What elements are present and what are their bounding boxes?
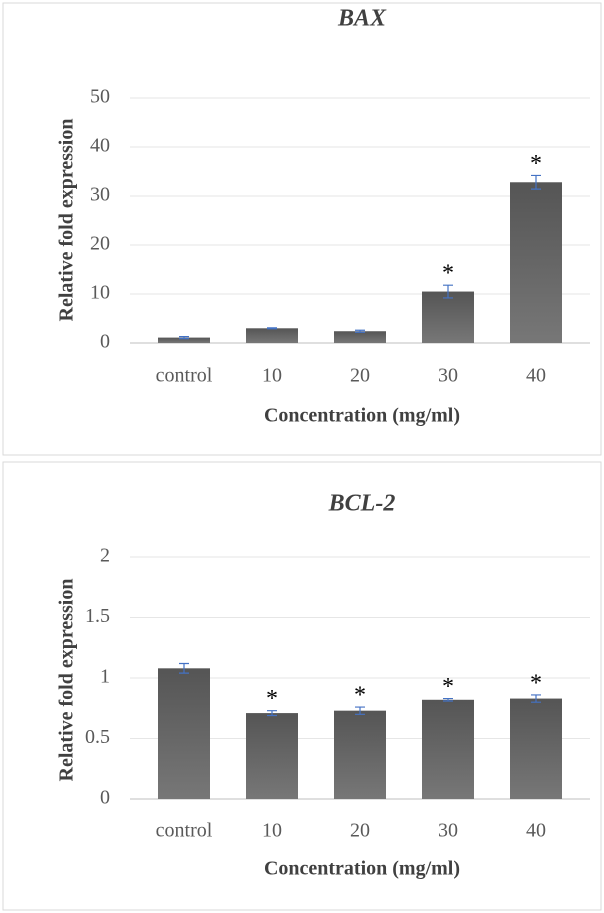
bar — [422, 700, 474, 799]
y-tick-label: 0 — [100, 331, 110, 353]
x-tick-label: 10 — [262, 365, 282, 387]
bar — [246, 713, 298, 799]
figure: BAX Concentration (mg/ml) Relative fold ex… — [0, 0, 604, 913]
y-tick-label: 40 — [90, 135, 110, 157]
x-axis-title: Concentration (mg/ml) — [264, 405, 460, 427]
y-axis-title: Relative fold expression — [56, 119, 78, 322]
error-bar — [267, 328, 277, 329]
x-tick-label: 10 — [262, 820, 282, 842]
panel-border — [3, 462, 601, 910]
y-tick-label: 1.5 — [85, 605, 110, 627]
x-axis-title: Concentration (mg/ml) — [264, 858, 460, 880]
x-tick-label: 20 — [350, 820, 370, 842]
significance-marker: * — [530, 670, 542, 696]
bar — [334, 711, 386, 799]
y-tick-label: 0.5 — [85, 726, 110, 748]
y-axis-title: Relative fold expression — [56, 579, 78, 782]
significance-marker: * — [442, 674, 454, 700]
y-tick-label: 0 — [100, 787, 110, 809]
y-tick-label: 30 — [90, 184, 110, 206]
bar — [158, 668, 210, 799]
significance-marker: * — [266, 686, 278, 712]
x-tick-label: 40 — [526, 820, 546, 842]
x-tick-label: control — [156, 365, 213, 387]
y-tick-label: 50 — [90, 86, 110, 108]
significance-marker: * — [442, 261, 454, 287]
bar — [510, 182, 562, 343]
y-tick-label: 1 — [100, 666, 110, 688]
significance-marker: * — [530, 151, 542, 177]
bar — [510, 699, 562, 799]
x-tick-label: control — [156, 820, 213, 842]
x-tick-label: 40 — [526, 365, 546, 387]
x-tick-label: 30 — [438, 365, 458, 387]
x-tick-label: 30 — [438, 820, 458, 842]
y-tick-label: 10 — [90, 282, 110, 304]
significance-marker: * — [354, 683, 366, 709]
bar — [246, 328, 298, 343]
chart-title: BAX — [337, 6, 387, 32]
bar — [334, 331, 386, 343]
chart-title: BCL-2 — [328, 491, 396, 517]
bar — [422, 292, 474, 343]
y-tick-label: 2 — [100, 545, 110, 567]
y-tick-label: 20 — [90, 233, 110, 255]
x-tick-label: 20 — [350, 365, 370, 387]
